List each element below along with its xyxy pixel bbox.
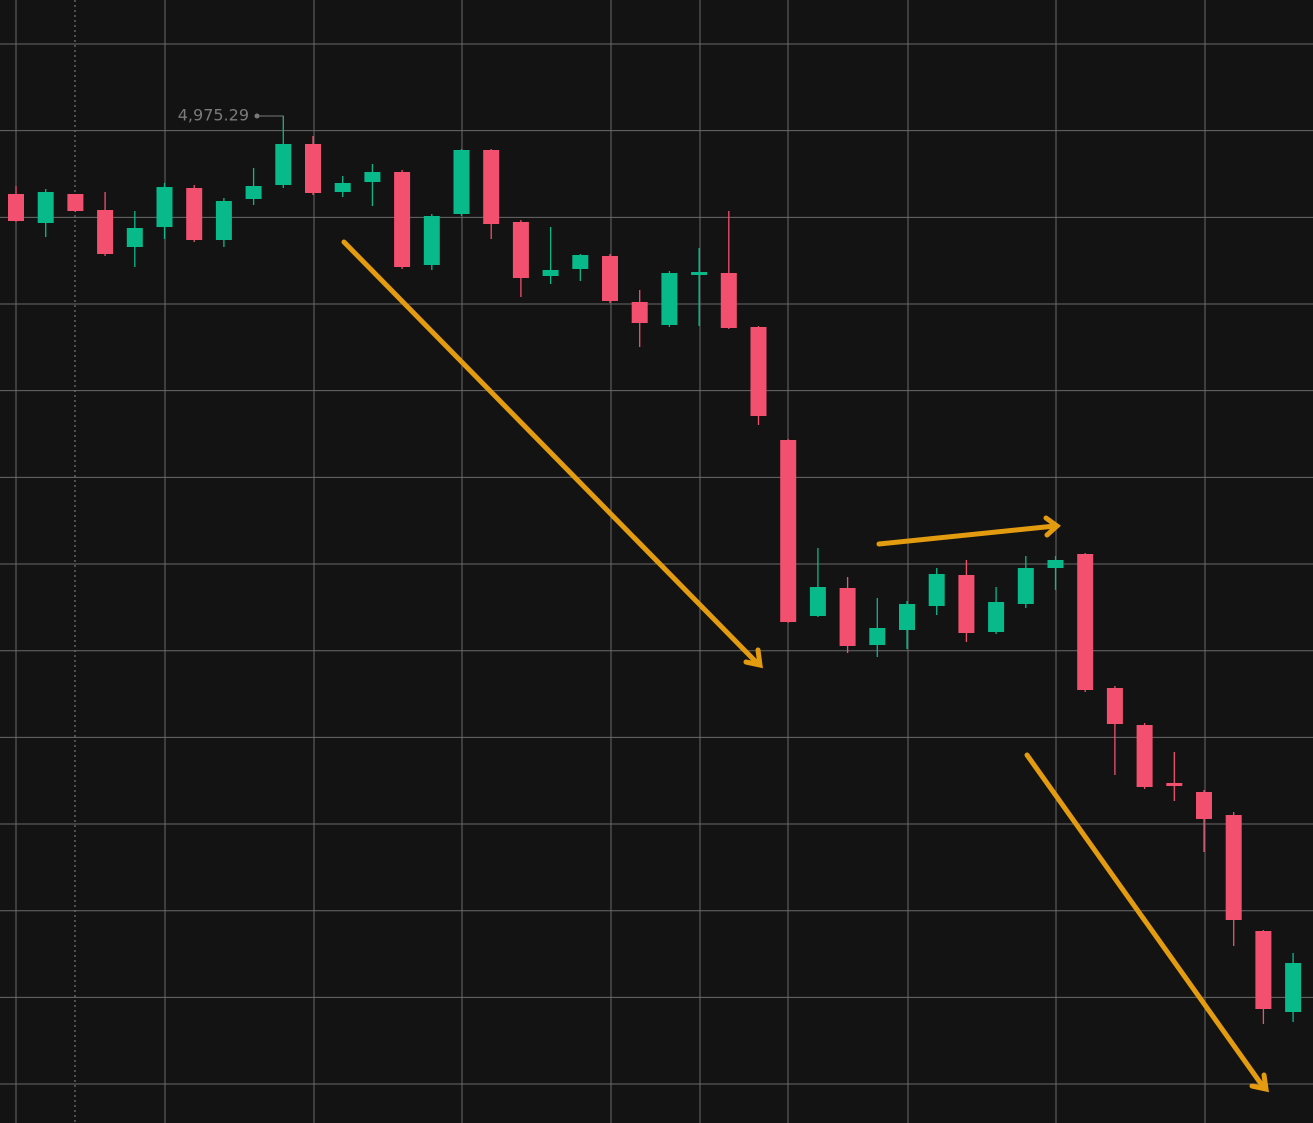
candle-body bbox=[1136, 725, 1153, 787]
candle-body bbox=[453, 150, 470, 214]
candle-body bbox=[602, 256, 618, 301]
candle-body bbox=[1255, 931, 1272, 1009]
candle-body bbox=[661, 273, 678, 325]
candle-body bbox=[631, 302, 648, 323]
candle-body bbox=[869, 628, 886, 645]
arrow bbox=[876, 523, 1058, 547]
trend-arrows bbox=[341, 239, 1269, 1093]
candle-body bbox=[1285, 963, 1302, 1012]
candle-body bbox=[394, 172, 411, 267]
candle-body bbox=[126, 228, 143, 247]
candle-body bbox=[483, 150, 500, 224]
candle-body bbox=[839, 588, 856, 646]
candle-body bbox=[1017, 568, 1034, 604]
candle-body bbox=[1196, 792, 1212, 819]
candle-body bbox=[572, 255, 589, 269]
candle-body bbox=[809, 587, 826, 616]
candle-body bbox=[928, 574, 945, 606]
candle-body bbox=[186, 188, 203, 240]
candle-body bbox=[364, 172, 381, 182]
candle-body bbox=[988, 602, 1005, 632]
candle-body bbox=[691, 272, 708, 275]
candle-body bbox=[899, 604, 915, 630]
annotation-leader bbox=[258, 115, 284, 126]
candle-body bbox=[334, 183, 351, 192]
candle-body bbox=[305, 144, 321, 193]
candle-body bbox=[780, 440, 797, 622]
annotation: 4,975.29 bbox=[178, 106, 284, 126]
candle-body bbox=[423, 216, 440, 265]
candle-body bbox=[1047, 560, 1064, 568]
candle-body bbox=[67, 194, 84, 211]
candles bbox=[8, 116, 1302, 1024]
candle-body bbox=[1225, 815, 1242, 920]
candle-body bbox=[275, 144, 292, 185]
candle-body bbox=[1106, 688, 1123, 724]
candle-body bbox=[1166, 783, 1183, 786]
candle-body bbox=[245, 186, 262, 199]
candle-body bbox=[8, 194, 24, 221]
arrow bbox=[1024, 752, 1267, 1091]
candle-body bbox=[156, 187, 173, 227]
candle-body bbox=[97, 210, 114, 254]
arrow-head bbox=[1249, 1072, 1269, 1093]
candle-body bbox=[215, 201, 232, 240]
candle-body bbox=[750, 327, 767, 416]
annotation-label: 4,975.29 bbox=[178, 106, 249, 125]
candle-body bbox=[958, 575, 975, 633]
arrow-head bbox=[743, 647, 763, 669]
candle-body bbox=[720, 273, 737, 328]
arrow-head bbox=[1043, 515, 1061, 538]
candle-body bbox=[37, 192, 54, 223]
annotation-dot bbox=[254, 113, 260, 119]
candle-body bbox=[1077, 554, 1094, 690]
candle-body bbox=[542, 270, 559, 276]
arrow bbox=[341, 239, 761, 667]
candle-body bbox=[512, 222, 529, 278]
